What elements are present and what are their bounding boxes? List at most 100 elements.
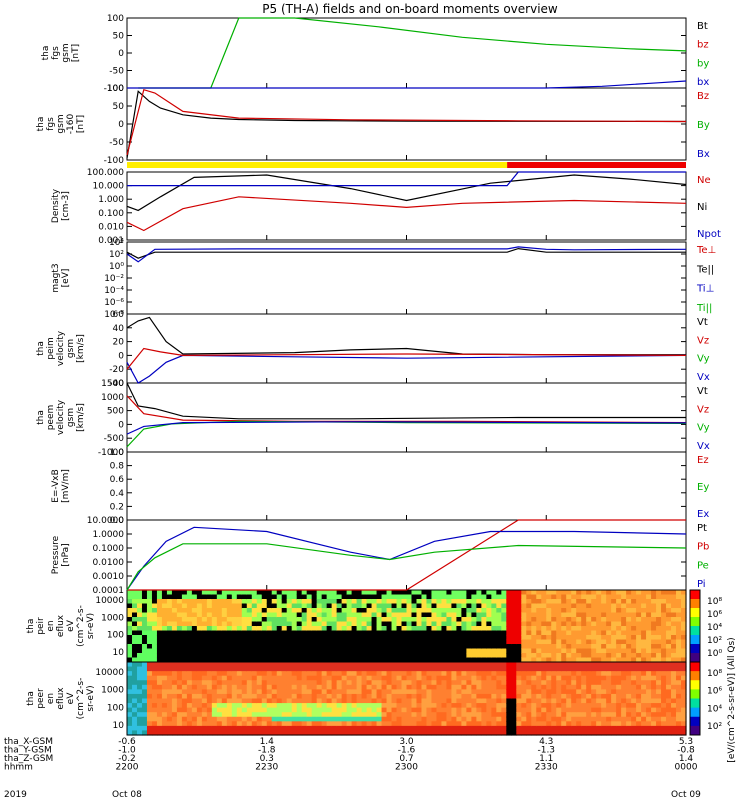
spectrogram-cell — [656, 635, 662, 641]
spectrogram-cell — [586, 698, 592, 704]
spectrogram-cell — [561, 621, 567, 627]
spectrogram-cell — [656, 648, 662, 654]
spectrogram-cell — [391, 608, 398, 614]
spectrogram-cell — [216, 721, 223, 727]
spectrogram-cell — [296, 603, 303, 609]
spectrogram-cell — [361, 612, 368, 618]
spectrogram-cell — [511, 721, 517, 727]
spectrogram-cell — [481, 635, 487, 641]
spectrogram-cell — [531, 612, 537, 618]
spectrogram-cell — [591, 675, 597, 681]
spectrogram-cell — [326, 639, 333, 645]
spectrogram-cell — [596, 725, 602, 732]
spectrogram-cell — [526, 716, 532, 722]
spectrogram-cell — [406, 603, 413, 609]
spectrogram-cell — [266, 680, 273, 686]
spectrogram-cell — [586, 703, 592, 709]
spectrogram-cell — [281, 644, 288, 650]
spectrogram-cell — [251, 612, 258, 618]
spectrogram-cell — [181, 657, 188, 663]
spectrogram-cell — [256, 730, 263, 736]
spectrogram-cell — [551, 693, 557, 700]
spectrogram-cell — [261, 639, 268, 645]
spectrogram-cell — [511, 644, 517, 650]
spectrogram-cell — [661, 662, 667, 668]
spectrogram-cell — [566, 693, 572, 700]
spectrogram-cell — [441, 725, 448, 732]
spectrogram-cell — [441, 630, 448, 636]
spectrogram-cell — [281, 684, 288, 690]
spectrogram-cell — [631, 603, 637, 609]
y-tick-label: 0.4 — [110, 489, 125, 499]
spectrogram-cell — [536, 599, 542, 605]
spectrogram-cell — [591, 730, 597, 736]
spectrogram-cell — [546, 644, 552, 650]
spectrogram-cell — [526, 698, 532, 704]
spectrogram-cell — [541, 617, 547, 623]
spectrogram-cell — [546, 653, 552, 659]
spectrogram-cell — [146, 716, 153, 722]
spectrogram-cell — [576, 680, 582, 686]
spectrogram-cell — [541, 725, 547, 732]
spectrogram-cell — [441, 666, 448, 672]
spectrogram-cell — [151, 707, 158, 713]
spectrogram-cell — [516, 675, 522, 681]
spectrogram-cell — [241, 603, 248, 609]
legend-entry: Vt — [697, 386, 708, 397]
spectrogram-cell — [326, 716, 333, 722]
spectrogram-cell — [666, 590, 672, 596]
spectrogram-cell — [186, 684, 193, 690]
spectrogram-cell — [266, 684, 273, 690]
spectrogram-cell — [581, 730, 587, 736]
spectrogram-cell — [366, 617, 373, 623]
spectrogram-cell — [661, 721, 667, 727]
spectrogram-cell — [301, 608, 308, 614]
spectrogram-cell — [346, 653, 353, 659]
spectrogram-cell — [431, 666, 438, 672]
spectrogram-cell — [127, 721, 133, 727]
spectrogram-cell — [186, 703, 193, 709]
spectrogram-cell — [236, 666, 243, 672]
spectrogram-cell — [601, 721, 607, 727]
spectrogram-cell — [401, 666, 408, 672]
spectrogram-cell — [166, 725, 173, 732]
spectrogram-cell — [271, 608, 278, 614]
spectrogram-cell — [546, 590, 552, 596]
spectrogram-cell — [226, 644, 233, 650]
spectrogram-cell — [306, 630, 313, 636]
spectrogram-cell — [246, 612, 253, 618]
spectrogram-cell — [281, 626, 288, 632]
spectrogram-cell — [166, 644, 173, 650]
spectrogram-cell — [391, 639, 398, 645]
spectrogram-cell — [371, 599, 378, 605]
spectrogram-cell — [281, 693, 288, 700]
spectrogram-cell — [491, 621, 497, 627]
spectrogram-cell — [631, 684, 637, 690]
spectrogram-cell — [231, 671, 238, 677]
spectrogram-cell — [161, 626, 168, 632]
spectrogram-cell — [281, 635, 288, 641]
spectrogram-cell — [516, 635, 522, 641]
spectrogram-cell — [616, 626, 622, 632]
spectrogram-cell — [506, 644, 512, 650]
spectrogram-cell — [566, 594, 572, 600]
spectrogram-cell — [366, 630, 373, 636]
spectrogram-cell — [351, 599, 358, 605]
spectrogram-cell — [156, 644, 163, 650]
spectrogram-cell — [436, 635, 443, 641]
spectrogram-cell — [671, 707, 677, 713]
spectrogram-cell — [626, 693, 632, 700]
spectrogram-cell — [216, 689, 223, 695]
spectrogram-cell — [176, 657, 183, 663]
spectrogram-cell — [211, 725, 218, 732]
spectrogram-cell — [646, 721, 652, 727]
spectrogram-cell — [371, 725, 378, 732]
spectrogram-cell — [316, 621, 323, 627]
spectrogram-cell — [626, 639, 632, 645]
spectrogram-cell — [256, 626, 263, 632]
y-tick-label: 0 — [118, 351, 124, 361]
spectrogram-cell — [681, 671, 687, 677]
spectrogram-cell — [401, 721, 408, 727]
spectrogram-cell — [221, 698, 228, 704]
spectrogram-cell — [511, 666, 517, 672]
